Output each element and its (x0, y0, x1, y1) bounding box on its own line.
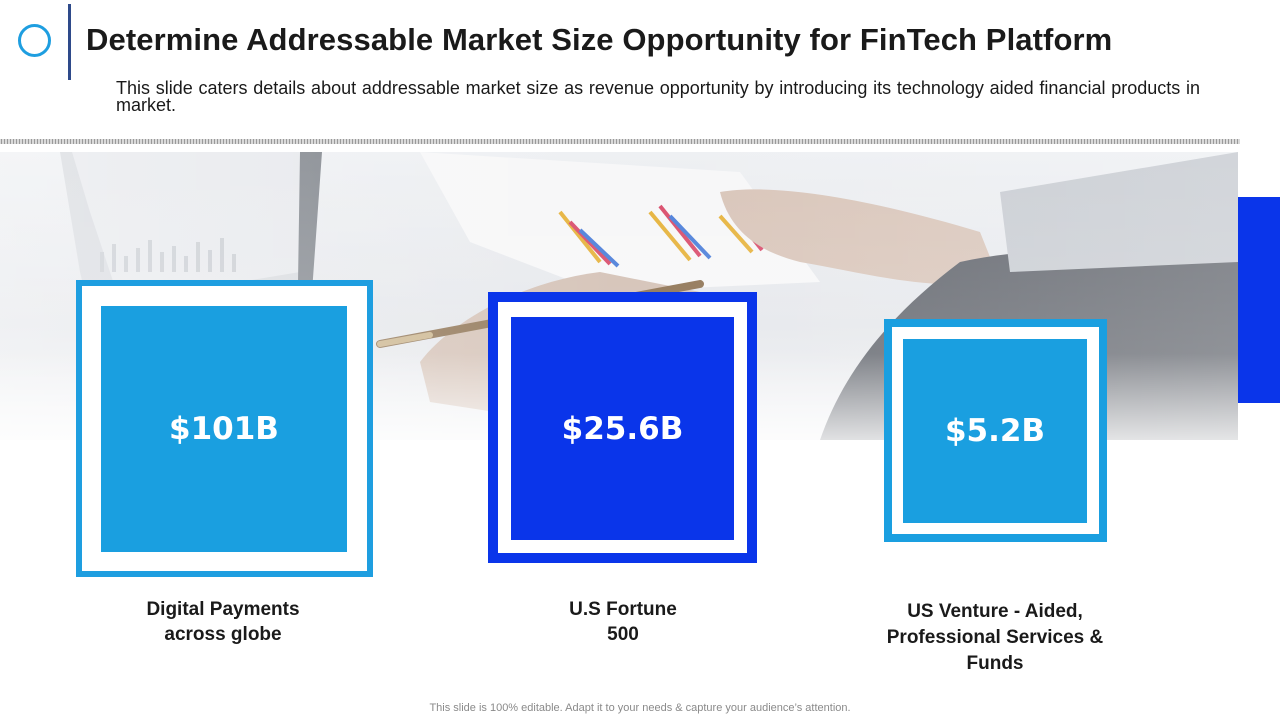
slide-subtitle: This slide caters details about addressa… (116, 78, 1200, 115)
slide-title: Determine Addressable Market Size Opport… (86, 22, 1113, 57)
caption-line: Digital Payments (146, 599, 300, 620)
caption-line: U.S Fortune (569, 599, 677, 620)
card-caption-us-fortune-500: U.S Fortune 500 (548, 597, 698, 647)
circle-outline-icon (18, 24, 51, 57)
card-digital-payments: $101B (101, 306, 347, 552)
card-caption-digital-payments: Digital Payments across globe (118, 597, 328, 647)
caption-line: Funds (966, 653, 1024, 674)
caption-line: across globe (164, 624, 282, 645)
card-value: $5.2B (944, 413, 1046, 449)
card-caption-us-venture: US Venture - Aided, Professional Service… (860, 599, 1130, 677)
side-accent-bar (1238, 197, 1280, 403)
slide-footer: This slide is 100% editable. Adapt it to… (429, 702, 851, 714)
title-divider (68, 4, 71, 80)
card-value: $101B (169, 411, 279, 447)
dotted-divider (0, 139, 1240, 144)
caption-line: US Venture - Aided, (907, 601, 1083, 622)
card-us-fortune-500: $25.6B (511, 317, 734, 540)
caption-line: Professional Services & (886, 627, 1104, 648)
card-value: $25.6B (561, 410, 684, 447)
caption-line: 500 (607, 624, 639, 645)
card-us-venture: $5.2B (903, 339, 1087, 523)
